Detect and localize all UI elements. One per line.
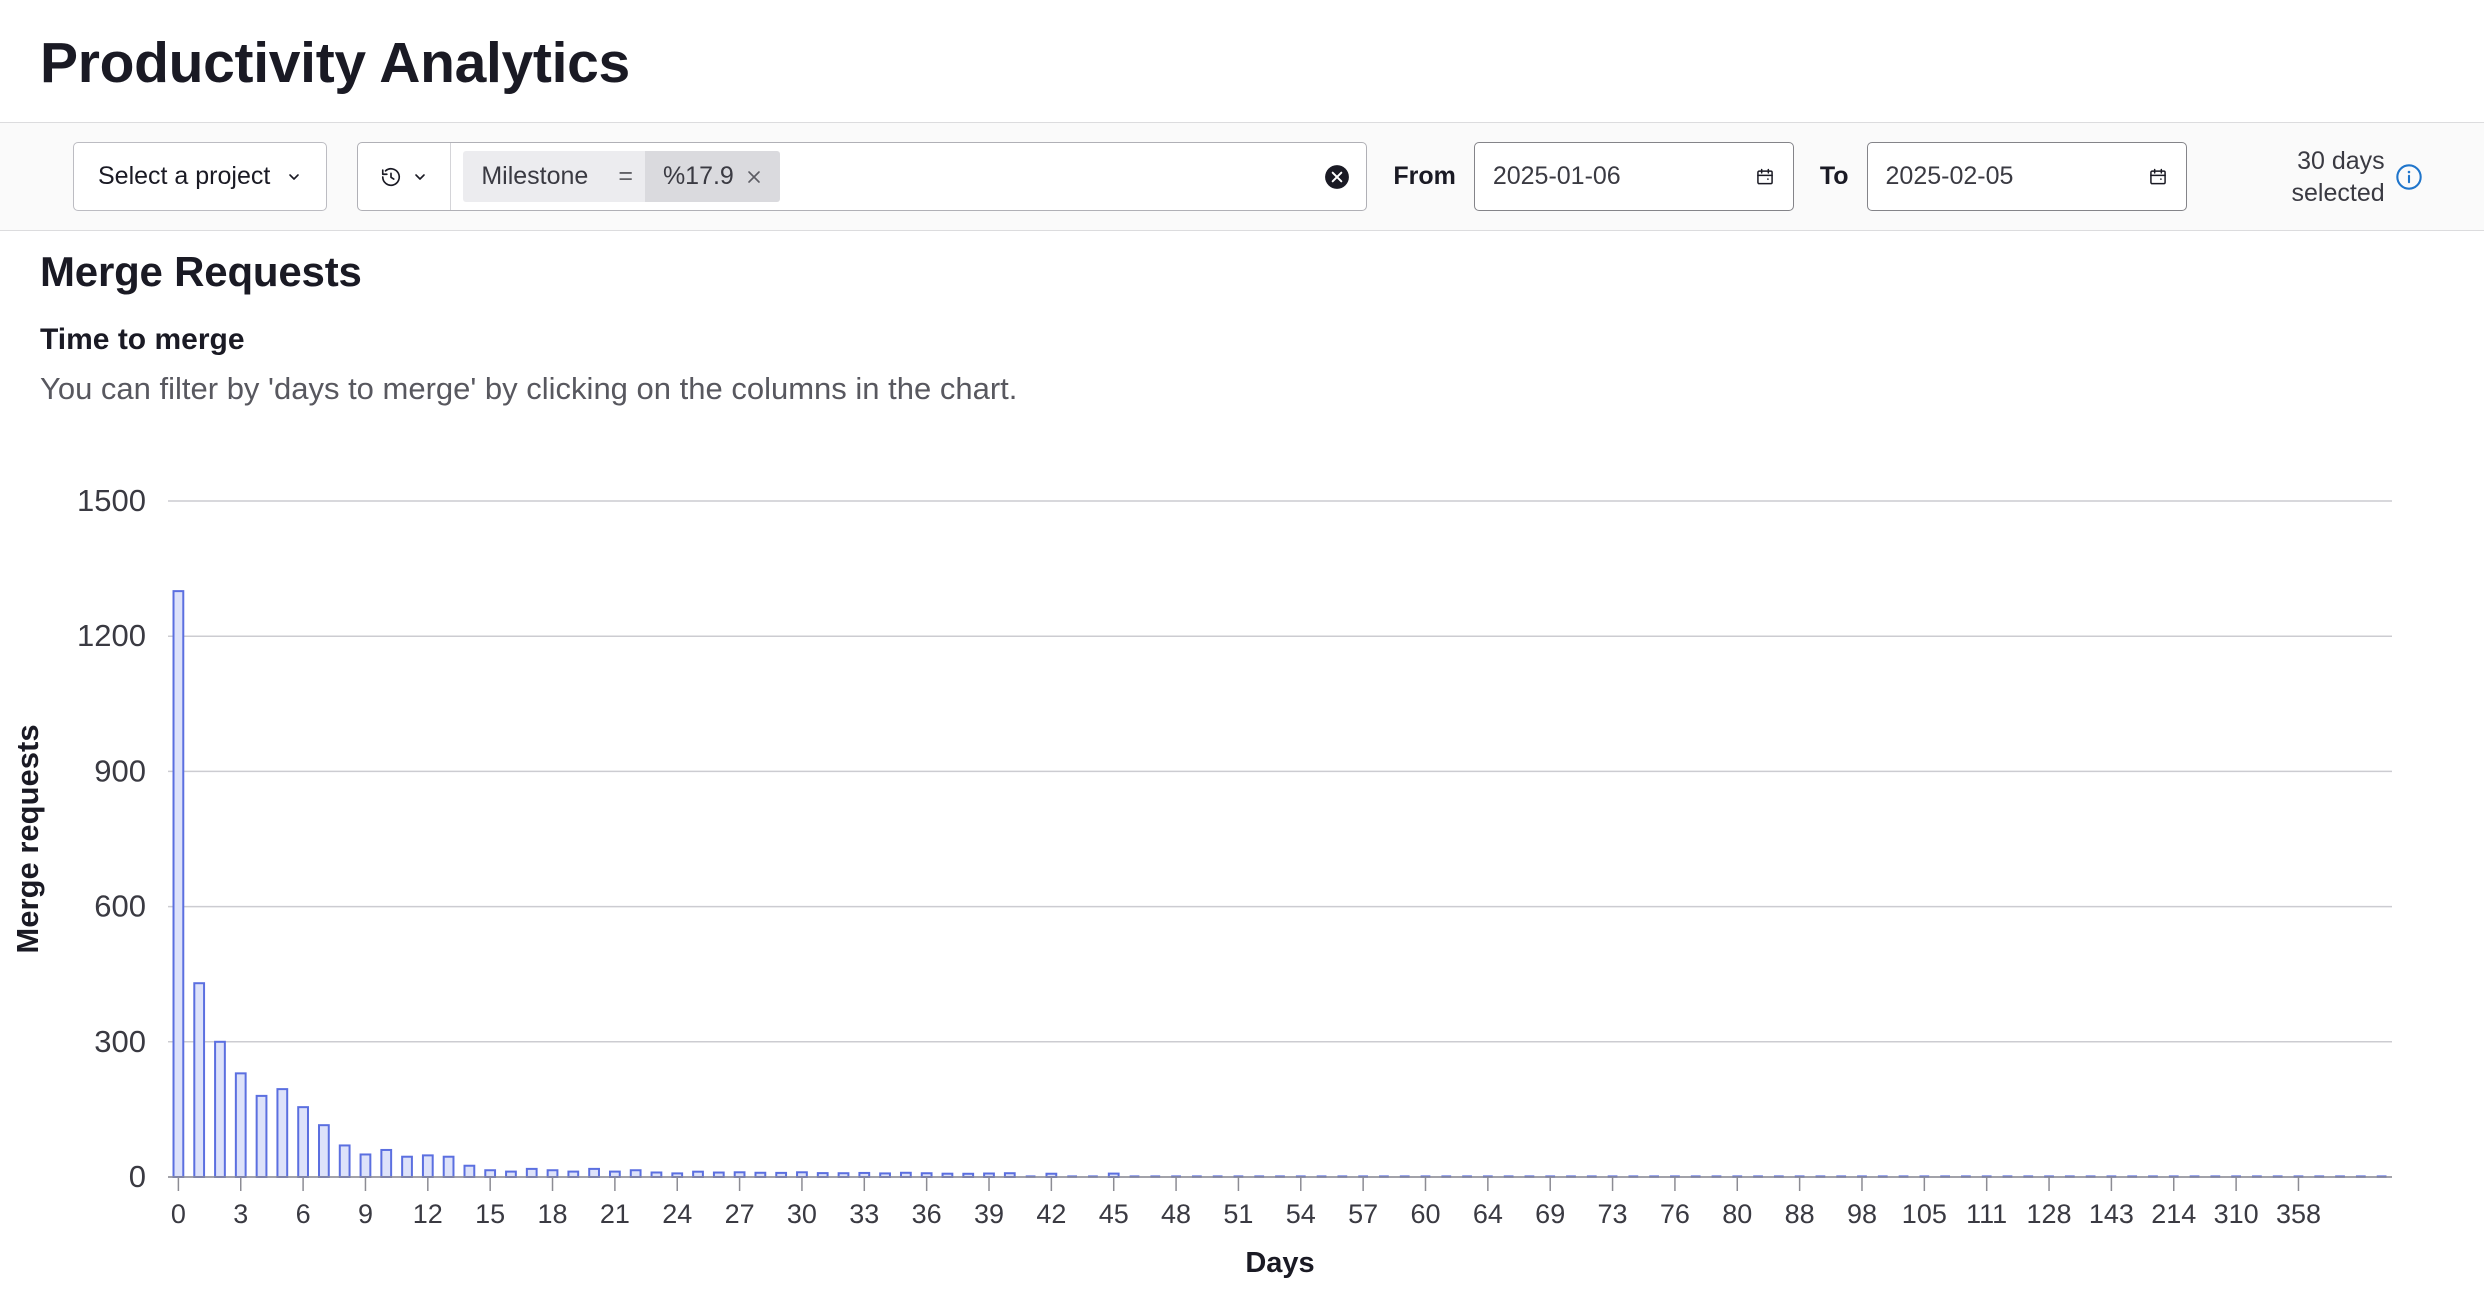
svg-text:600: 600 bbox=[94, 889, 146, 924]
svg-text:12: 12 bbox=[413, 1199, 443, 1229]
svg-text:9: 9 bbox=[358, 1199, 373, 1229]
svg-text:98: 98 bbox=[1847, 1199, 1877, 1229]
svg-text:310: 310 bbox=[2214, 1199, 2259, 1229]
svg-text:88: 88 bbox=[1785, 1199, 1815, 1229]
svg-text:24: 24 bbox=[662, 1199, 692, 1229]
svg-text:76: 76 bbox=[1660, 1199, 1690, 1229]
svg-text:60: 60 bbox=[1410, 1199, 1440, 1229]
svg-text:15: 15 bbox=[475, 1199, 505, 1229]
svg-text:80: 80 bbox=[1722, 1199, 1752, 1229]
svg-text:57: 57 bbox=[1348, 1199, 1378, 1229]
svg-text:69: 69 bbox=[1535, 1199, 1565, 1229]
svg-text:39: 39 bbox=[974, 1199, 1004, 1229]
svg-text:0: 0 bbox=[129, 1159, 146, 1194]
svg-text:18: 18 bbox=[537, 1199, 567, 1229]
svg-text:30: 30 bbox=[787, 1199, 817, 1229]
svg-text:48: 48 bbox=[1161, 1199, 1191, 1229]
svg-text:21: 21 bbox=[600, 1199, 630, 1229]
svg-text:3: 3 bbox=[233, 1199, 248, 1229]
svg-text:143: 143 bbox=[2089, 1199, 2134, 1229]
svg-text:0: 0 bbox=[171, 1199, 186, 1229]
svg-text:900: 900 bbox=[94, 753, 146, 788]
svg-text:54: 54 bbox=[1286, 1199, 1316, 1229]
svg-text:6: 6 bbox=[296, 1199, 311, 1229]
svg-text:51: 51 bbox=[1223, 1199, 1253, 1229]
svg-text:73: 73 bbox=[1598, 1199, 1628, 1229]
svg-text:42: 42 bbox=[1036, 1199, 1066, 1229]
svg-text:Days: Days bbox=[1245, 1247, 1314, 1279]
svg-text:105: 105 bbox=[1902, 1199, 1947, 1229]
svg-text:27: 27 bbox=[725, 1199, 755, 1229]
svg-text:45: 45 bbox=[1099, 1199, 1129, 1229]
svg-text:64: 64 bbox=[1473, 1199, 1503, 1229]
svg-text:36: 36 bbox=[912, 1199, 942, 1229]
svg-text:300: 300 bbox=[94, 1024, 146, 1059]
svg-text:33: 33 bbox=[849, 1199, 879, 1229]
svg-text:1500: 1500 bbox=[77, 483, 146, 518]
svg-text:358: 358 bbox=[2276, 1199, 2321, 1229]
svg-text:111: 111 bbox=[1966, 1199, 2007, 1229]
svg-text:128: 128 bbox=[2027, 1199, 2072, 1229]
svg-text:214: 214 bbox=[2151, 1199, 2196, 1229]
svg-text:1200: 1200 bbox=[77, 618, 146, 653]
svg-text:Merge requests: Merge requests bbox=[10, 724, 45, 953]
